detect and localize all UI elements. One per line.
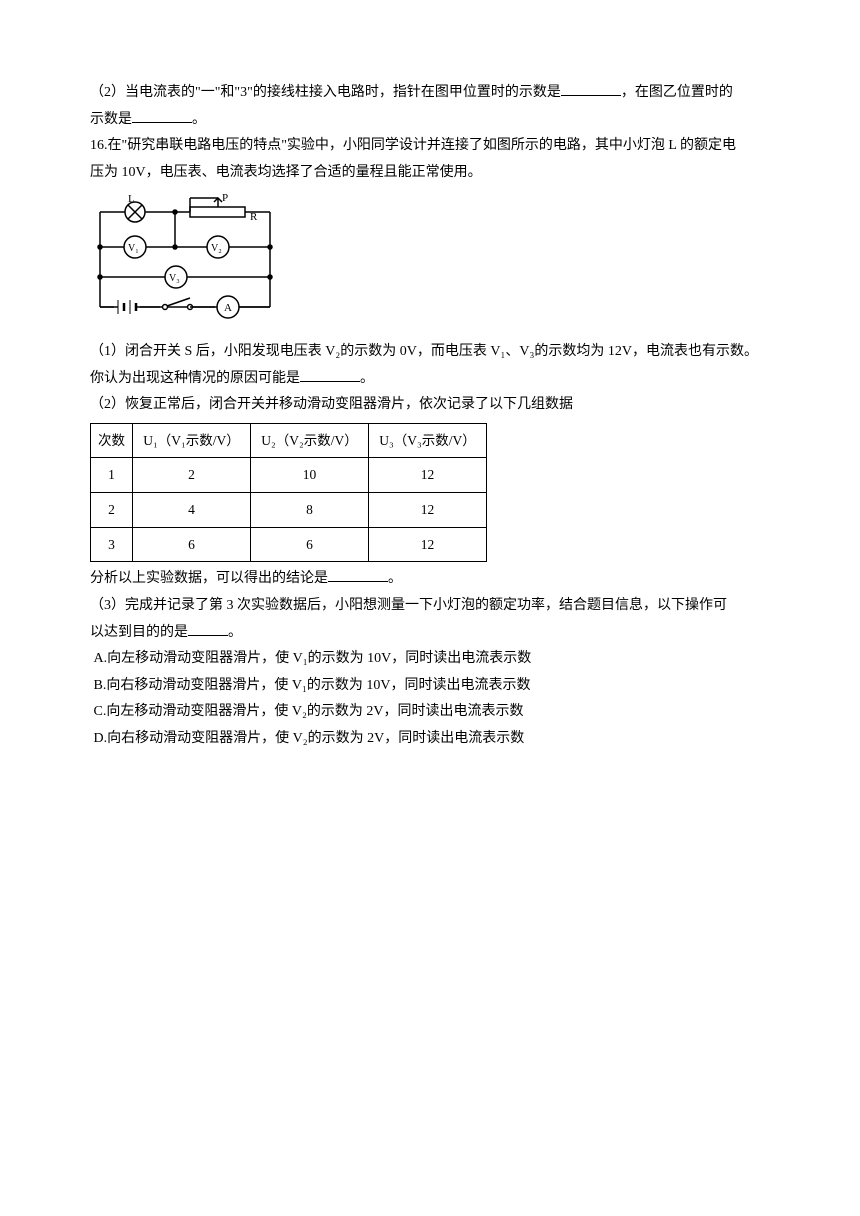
label-A: A — [224, 302, 232, 314]
td: 6 — [133, 527, 251, 562]
q16-intro2: 压为 10V，电压表、电流表均选择了合适的量程且能正常使用。 — [90, 160, 780, 187]
q15-blank1 — [561, 82, 621, 96]
q16-period2: 。 — [388, 571, 402, 586]
th-3: U₃（V₃示数/V） — [369, 423, 487, 458]
q16-period3: 。 — [228, 625, 242, 640]
q15-part2-a: （2）当电流表的"一"和"3"的接线柱接入电路时，指针在图甲位置时的示数是 — [90, 85, 561, 100]
q16-part1-line1: （1）闭合开关 S 后，小阳发现电压表 V₂的示数为 0V，而电压表 V₁、V₃… — [90, 339, 780, 366]
table-row: 2 4 8 12 — [91, 493, 487, 528]
q15-part2-line2: 示数是 。 — [90, 107, 780, 134]
table-header-row: 次数 U₁（V₁示数/V） U₂（V₂示数/V） U₃（V₃示数/V） — [91, 423, 487, 458]
q15-period: 。 — [192, 112, 206, 127]
option-D: D.向右移动滑动变阻器滑片，使 V₂的示数为 2V，同时读出电流表示数 — [90, 726, 780, 753]
label-V1: V₁ — [128, 243, 139, 254]
label-R: R — [250, 211, 258, 223]
option-A-text: A.向左移动滑动变阻器滑片，使 V₁的示数为 10V，同时读出电流表示数 — [94, 651, 532, 666]
label-V3: V₃ — [169, 273, 180, 284]
td: 2 — [133, 458, 251, 493]
q15-blank2 — [132, 109, 192, 123]
td: 12 — [369, 458, 487, 493]
td: 8 — [251, 493, 369, 528]
td: 10 — [251, 458, 369, 493]
table-row: 3 6 6 12 — [91, 527, 487, 562]
q16-conclude-text: 分析以上实验数据，可以得出的结论是 — [90, 571, 328, 586]
option-B-text: B.向右移动滑动变阻器滑片，使 V₁的示数为 10V，同时读出电流表示数 — [94, 678, 531, 693]
data-table: 次数 U₁（V₁示数/V） U₂（V₂示数/V） U₃（V₃示数/V） 1 2 … — [90, 423, 487, 563]
th-0: 次数 — [91, 423, 133, 458]
option-C: C.向左移动滑动变阻器滑片，使 V₂的示数为 2V，同时读出电流表示数 — [90, 699, 780, 726]
td: 3 — [91, 527, 133, 562]
q16-part2-intro: （2）恢复正常后，闭合开关并移动滑动变阻器滑片，依次记录了以下几组数据 — [90, 392, 780, 419]
q16-intro1: 16.在"研究串联电路电压的特点"实验中，小阳同学设计并连接了如图所示的电路，其… — [90, 133, 780, 160]
td: 2 — [91, 493, 133, 528]
td: 4 — [133, 493, 251, 528]
q16-part2-conclude: 分析以上实验数据，可以得出的结论是 。 — [90, 566, 780, 593]
q16-blank1 — [300, 368, 360, 382]
q15-part2-text: （2）当电流表的"一"和"3"的接线柱接入电路时，指针在图甲位置时的示数是 ，在图… — [90, 80, 780, 107]
q16-part3-line1: （3）完成并记录了第 3 次实验数据后，小阳想测量一下小灯泡的额定功率，结合题目… — [90, 593, 780, 620]
th-2: U₂（V₂示数/V） — [251, 423, 369, 458]
circuit-diagram: L P R V₁ V₂ V₃ — [90, 192, 280, 322]
label-V2: V₂ — [211, 243, 222, 254]
q16-part1-line2: 你认为出现这种情况的原因可能是 。 — [90, 366, 780, 393]
q15-part2-c: 示数是 — [90, 112, 132, 127]
td: 12 — [369, 527, 487, 562]
option-C-text: C.向左移动滑动变阻器滑片，使 V₂的示数为 2V，同时读出电流表示数 — [94, 704, 524, 719]
q16-blank2 — [328, 568, 388, 582]
label-L: L — [128, 193, 135, 205]
q16-part1-text: 你认为出现这种情况的原因可能是 — [90, 371, 300, 386]
q16-part3-text: 以达到目的的是 — [90, 625, 188, 640]
td: 12 — [369, 493, 487, 528]
th-1: U₁（V₁示数/V） — [133, 423, 251, 458]
td: 6 — [251, 527, 369, 562]
q16-period1: 。 — [360, 371, 374, 386]
td: 1 — [91, 458, 133, 493]
q16-part3-line2: 以达到目的的是 。 — [90, 620, 780, 647]
option-D-text: D.向右移动滑动变阻器滑片，使 V₂的示数为 2V，同时读出电流表示数 — [94, 731, 525, 746]
option-B: B.向右移动滑动变阻器滑片，使 V₁的示数为 10V，同时读出电流表示数 — [90, 673, 780, 700]
q16-blank3 — [188, 622, 228, 636]
q15-part2-b: ，在图乙位置时的 — [621, 85, 733, 100]
option-A: A.向左移动滑动变阻器滑片，使 V₁的示数为 10V，同时读出电流表示数 — [90, 646, 780, 673]
label-P: P — [222, 192, 228, 204]
table-row: 1 2 10 12 — [91, 458, 487, 493]
